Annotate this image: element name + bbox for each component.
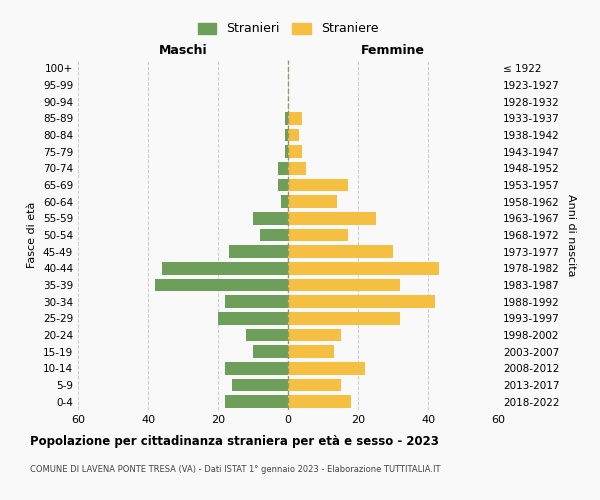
Bar (253, 212, 288, 224)
Bar (284, 129, 288, 141)
Bar (225, 396, 288, 408)
Bar (288, 296, 435, 308)
Bar (288, 312, 400, 324)
Bar (162, 262, 288, 274)
Bar (284, 112, 288, 124)
Bar (155, 279, 288, 291)
Bar (253, 346, 288, 358)
Y-axis label: Fasce di età: Fasce di età (28, 202, 37, 268)
Bar (288, 262, 439, 274)
Text: Femmine: Femmine (361, 44, 425, 57)
Bar (288, 279, 400, 291)
Bar (288, 112, 302, 124)
Text: Popolazione per cittadinanza straniera per età e sesso - 2023: Popolazione per cittadinanza straniera p… (30, 435, 439, 448)
Bar (288, 229, 347, 241)
Bar (281, 196, 288, 208)
Bar (288, 329, 341, 341)
Bar (288, 196, 337, 208)
Text: Maschi: Maschi (158, 44, 208, 57)
Bar (288, 379, 341, 391)
Bar (218, 312, 288, 324)
Bar (288, 212, 376, 224)
Bar (288, 362, 365, 374)
Bar (260, 229, 288, 241)
Bar (288, 246, 393, 258)
Bar (246, 329, 288, 341)
Bar (288, 129, 299, 141)
Bar (288, 179, 347, 192)
Bar (277, 179, 288, 192)
Bar (277, 162, 288, 174)
Bar (229, 246, 288, 258)
Bar (232, 379, 288, 391)
Text: COMUNE DI LAVENA PONTE TRESA (VA) - Dati ISTAT 1° gennaio 2023 - Elaborazione TU: COMUNE DI LAVENA PONTE TRESA (VA) - Dati… (30, 465, 440, 474)
Y-axis label: Anni di nascita: Anni di nascita (566, 194, 576, 276)
Bar (225, 296, 288, 308)
Bar (288, 396, 351, 408)
Bar (288, 146, 302, 158)
Bar (288, 162, 305, 174)
Bar (288, 346, 334, 358)
Bar (284, 146, 288, 158)
Legend: Stranieri, Straniere: Stranieri, Straniere (191, 16, 385, 42)
Bar (225, 362, 288, 374)
